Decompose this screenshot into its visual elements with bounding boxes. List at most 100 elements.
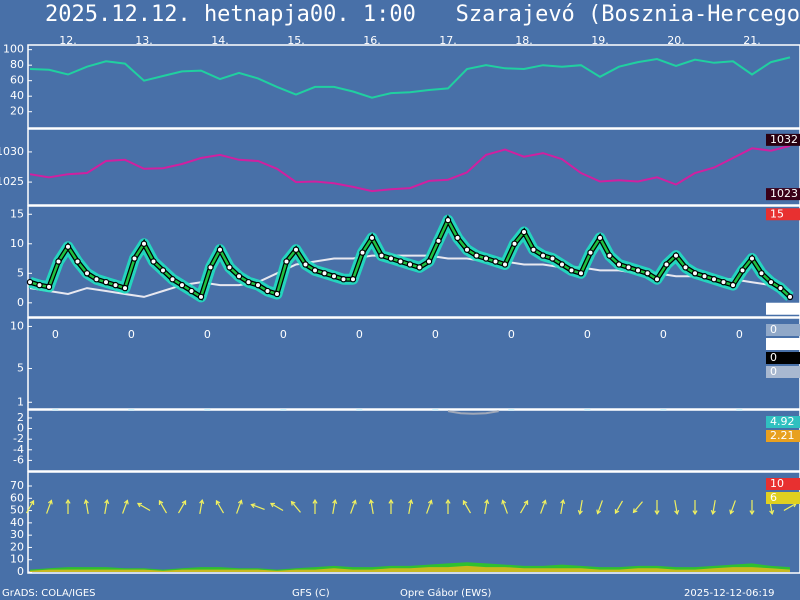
right-label: -1 <box>770 302 781 315</box>
x-tick-label: 19. <box>591 34 609 47</box>
wind-arrow <box>614 500 624 515</box>
marker <box>349 276 357 283</box>
label-box <box>766 366 800 378</box>
marker <box>501 261 509 268</box>
marker <box>102 278 110 286</box>
wind-arrow <box>462 499 472 514</box>
marker <box>216 246 224 253</box>
line <box>29 144 791 193</box>
marker <box>397 258 404 265</box>
y-tick-label: 20 <box>10 105 24 118</box>
y-tick-label: 1030 <box>0 145 24 158</box>
marker <box>321 270 328 277</box>
marker <box>169 276 176 283</box>
x-tick-label: 16. <box>363 34 381 47</box>
wind-arrow <box>692 500 698 516</box>
label-box <box>766 492 800 504</box>
right-label: 2.21 <box>770 429 795 442</box>
label-box <box>766 302 800 315</box>
marker <box>444 216 452 224</box>
wind-arrow <box>290 500 301 513</box>
marker <box>568 267 575 274</box>
marker <box>625 264 632 271</box>
marker <box>112 281 119 289</box>
wind-arrow <box>177 499 187 514</box>
value-label: 0 <box>508 328 515 341</box>
footer-author: Opre Gábor (EWS) <box>400 587 492 599</box>
marker <box>55 258 62 265</box>
x-tick-label: 17. <box>439 34 457 47</box>
marker <box>378 252 385 259</box>
marker <box>311 267 319 274</box>
value-label: 0 <box>204 328 211 341</box>
y-tick-label: 5 <box>17 362 24 375</box>
marker <box>188 287 195 295</box>
y-tick-label: 20 <box>10 540 24 553</box>
marker <box>74 258 81 265</box>
marker <box>264 287 271 295</box>
wind-arrow <box>122 499 129 514</box>
marker <box>64 243 72 250</box>
wind-arrow <box>158 499 168 514</box>
right-label: 4.92 <box>770 415 795 428</box>
wind-arrow <box>269 502 284 512</box>
value-label: 0 <box>128 328 135 341</box>
marker <box>520 228 528 236</box>
value-label: 0 <box>660 328 667 341</box>
marker <box>425 258 433 265</box>
wind-arrow <box>560 498 566 514</box>
value-label: 0 <box>280 328 287 341</box>
x-tick-label: 21. <box>743 34 761 47</box>
y-tick-label: 60 <box>10 74 24 87</box>
wind-arrow <box>388 498 394 514</box>
y-tick-label: 80 <box>10 58 24 71</box>
right-label: 15 <box>770 207 784 220</box>
panel-frame <box>27 128 800 206</box>
y-tick-label: 10 <box>10 237 24 250</box>
panel-frame <box>27 44 800 129</box>
wind-arrow <box>368 498 374 514</box>
label-box <box>766 352 800 364</box>
y-tick-label: 0 <box>17 296 24 309</box>
panel-frame <box>27 317 800 410</box>
wind-arrow <box>596 500 603 515</box>
wind-arrow <box>236 499 243 514</box>
y-tick-label: 50 <box>10 504 24 517</box>
value-label: 0 <box>52 328 59 341</box>
right-label: 0 <box>770 323 777 336</box>
right-label: 6 <box>770 491 777 504</box>
wind-arrow <box>104 498 110 514</box>
marker <box>292 246 300 253</box>
label-box <box>766 133 800 146</box>
y-tick-label: 40 <box>10 89 24 102</box>
wind-arrow <box>350 499 357 514</box>
marker <box>644 270 651 277</box>
wind-arrow <box>783 502 798 512</box>
right-label: 0 <box>770 365 777 378</box>
x-tick-label: 14. <box>211 34 229 47</box>
footer-model: GFS (C) <box>292 588 330 599</box>
marker <box>83 270 91 277</box>
marker <box>406 261 414 268</box>
footer-date: 2025-12-12-06:19 <box>684 588 775 599</box>
marker <box>273 290 281 298</box>
marker <box>615 261 623 268</box>
line <box>447 410 499 415</box>
right-label: 1032 <box>770 133 798 146</box>
marker <box>634 267 642 274</box>
panel-frame <box>27 471 800 574</box>
wind-arrow <box>710 500 716 516</box>
marker <box>454 234 461 242</box>
wind-arrow <box>729 500 736 515</box>
marker <box>473 252 480 259</box>
marker <box>748 255 756 262</box>
marker <box>36 281 43 289</box>
right-label: 0 <box>770 337 777 350</box>
marker <box>463 246 471 253</box>
marker <box>387 255 395 262</box>
wind-arrow <box>312 498 318 514</box>
marker <box>739 267 746 274</box>
marker <box>178 281 186 289</box>
marker <box>330 273 338 280</box>
